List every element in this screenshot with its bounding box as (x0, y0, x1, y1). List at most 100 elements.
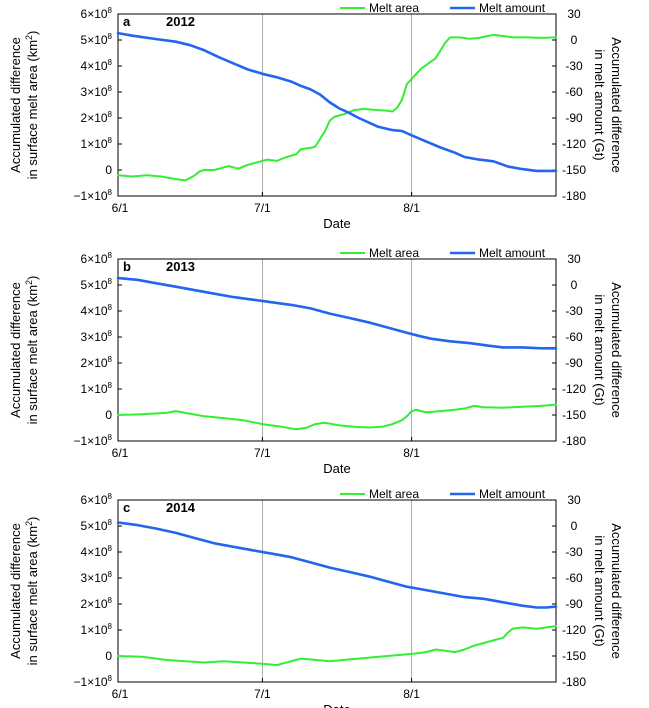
chart-panel-b: 6×1085×1084×1083×1082×1081×1080−1×108300… (8, 246, 624, 476)
left-tick-label: 6×108 (81, 251, 113, 266)
panel-title: 2013 (166, 259, 195, 274)
right-tick-label: -150 (562, 163, 586, 177)
right-tick-label: -90 (565, 597, 583, 611)
left-tick-label: 0 (105, 163, 112, 177)
panel-title: 2014 (166, 500, 196, 515)
left-tick-label: 4×108 (81, 544, 113, 559)
left-tick-base: 4×10 (81, 304, 108, 318)
left-axis-title-close: ) (25, 31, 40, 35)
left-tick-label: −1×108 (74, 433, 113, 448)
right-axis-title-line1: Accumulated difference (609, 523, 624, 659)
right-tick-label: -60 (565, 85, 583, 99)
x-axis-title: Date (323, 216, 350, 231)
right-tick-label: 30 (567, 7, 581, 21)
left-tick-exp: 8 (108, 518, 113, 527)
series-line-melt-area (117, 33, 557, 182)
x-tick-label: 8/1 (403, 201, 420, 215)
right-tick-label: -180 (562, 434, 586, 448)
left-tick-exp: 8 (108, 381, 113, 390)
left-tick-exp: 8 (108, 596, 113, 605)
left-tick-label: 3×108 (81, 84, 113, 99)
legend-label: Melt area (369, 487, 419, 501)
left-tick-label: 5×108 (81, 277, 113, 292)
right-tick-label: -30 (565, 545, 583, 559)
plot-frame (117, 499, 557, 683)
left-tick-exp: 8 (108, 110, 113, 119)
left-tick-base: 1×10 (81, 382, 108, 396)
left-tick-label: 5×108 (81, 32, 113, 47)
left-axis-title-line2: in surface melt area (km (25, 285, 40, 424)
left-tick-exp: 8 (108, 251, 113, 260)
left-tick-label: 2×108 (81, 355, 113, 370)
x-tick-label: 8/1 (403, 446, 420, 460)
right-tick-label: -60 (565, 330, 583, 344)
left-tick-base: 3×10 (81, 85, 108, 99)
left-tick-label: 6×108 (81, 6, 113, 21)
left-tick-base: 5×10 (81, 278, 108, 292)
left-tick-base: −1×10 (74, 189, 108, 203)
x-tick-label: 7/1 (254, 446, 271, 460)
legend-label: Melt area (369, 1, 419, 15)
left-axis-title-sup: 2 (24, 35, 34, 40)
left-tick-label: 0 (105, 408, 112, 422)
left-axis-title-close: ) (25, 276, 40, 280)
left-tick-base: 1×10 (81, 623, 108, 637)
x-tick-label: 8/1 (403, 687, 420, 701)
right-axis-title-line2: in melt amount (Gt) (592, 294, 607, 405)
left-tick-label: 4×108 (81, 58, 113, 73)
left-tick-label: 3×108 (81, 329, 113, 344)
left-tick-exp: 8 (108, 188, 113, 197)
left-tick-exp: 8 (108, 329, 113, 338)
legend-label: Melt amount (479, 487, 546, 501)
left-axis-title: Accumulated difference in surface melt ar… (8, 276, 40, 425)
right-axis-title: Accumulated differencein melt amount (Gt… (592, 523, 624, 659)
left-tick-base: −1×10 (74, 434, 108, 448)
left-tick-base: 0 (105, 649, 112, 663)
left-tick-base: 4×10 (81, 545, 108, 559)
right-axis-title: Accumulated differencein melt amount (Gt… (592, 37, 624, 173)
x-tick-label: 6/1 (112, 201, 129, 215)
left-axis-title-sup: 2 (24, 521, 34, 526)
left-tick-exp: 8 (108, 32, 113, 41)
left-tick-label: 6×108 (81, 492, 113, 507)
left-axis-title: Accumulated difference in surface melt ar… (8, 31, 40, 180)
legend-label: Melt area (369, 246, 419, 260)
left-tick-label: 1×108 (81, 381, 113, 396)
right-axis-title: Accumulated differencein melt amount (Gt… (592, 282, 624, 418)
left-tick-base: 6×10 (81, 493, 108, 507)
x-axis-title: Date (323, 702, 350, 708)
series-line-melt-amount (116, 276, 558, 350)
legend-label: Melt amount (479, 246, 546, 260)
left-axis-title-line1: Accumulated difference (8, 523, 23, 659)
right-tick-label: -120 (562, 623, 586, 637)
left-tick-exp: 8 (108, 6, 113, 15)
left-axis-title-line2: in surface melt area (km (25, 526, 40, 665)
left-tick-base: 4×10 (81, 59, 108, 73)
left-tick-base: 3×10 (81, 571, 108, 585)
x-tick-label: 6/1 (112, 687, 129, 701)
right-tick-label: -90 (565, 356, 583, 370)
right-tick-label: -30 (565, 59, 583, 73)
left-tick-label: 1×108 (81, 136, 113, 151)
right-axis-title-line2: in melt amount (Gt) (592, 49, 607, 160)
x-tick-label: 7/1 (254, 201, 271, 215)
right-tick-label: 0 (571, 33, 578, 47)
right-tick-label: -60 (565, 571, 583, 585)
right-tick-label: -120 (562, 382, 586, 396)
left-tick-base: 0 (105, 163, 112, 177)
left-tick-base: 5×10 (81, 33, 108, 47)
left-tick-label: −1×108 (74, 674, 113, 689)
right-tick-label: 0 (571, 278, 578, 292)
right-axis-title-line2: in melt amount (Gt) (592, 535, 607, 646)
left-tick-base: 2×10 (81, 111, 108, 125)
series-line-melt-amount (116, 521, 558, 609)
x-axis-title: Date (323, 461, 350, 476)
left-tick-base: 6×10 (81, 252, 108, 266)
left-tick-exp: 8 (108, 433, 113, 442)
left-axis-title-line1: Accumulated difference (8, 282, 23, 418)
panel-label: b (123, 259, 131, 274)
right-tick-label: -180 (562, 189, 586, 203)
left-tick-base: 0 (105, 408, 112, 422)
left-tick-label: 5×108 (81, 518, 113, 533)
